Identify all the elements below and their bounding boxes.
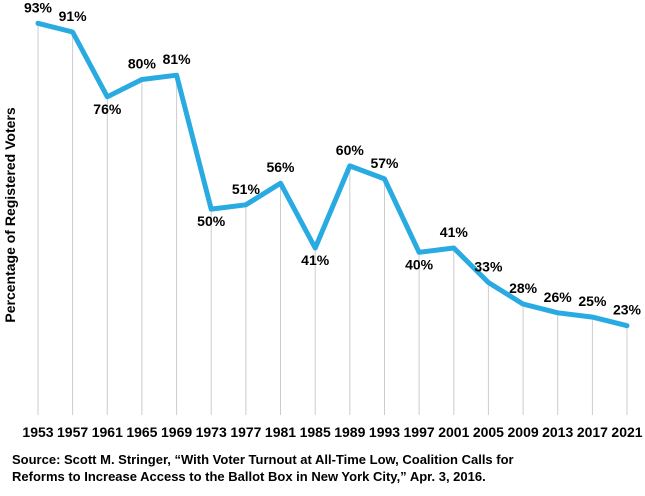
x-axis-tick-label: 1953 [22,424,53,440]
series-group [35,20,630,329]
source-citation-line1: Source: Scott M. Stringer, “With Voter T… [12,452,514,467]
data-point-label: 28% [509,280,538,296]
x-axis-tick-label: 2017 [577,424,608,440]
data-point-label: 41% [440,224,469,240]
data-point-label: 50% [197,213,226,229]
x-axis-tick-label: 1969 [161,424,192,440]
data-point-label: 56% [266,159,295,175]
data-point-label: 40% [405,256,434,272]
data-point-label: 81% [163,51,192,67]
x-axis-tick-label: 2013 [542,424,573,440]
data-point-label: 93% [24,0,53,15]
data-point-label: 33% [474,259,503,275]
source-citation-line2: Reforms to Increase Access to the Ballot… [12,469,486,484]
x-axis-labels-group: 1953 1957 1961 1965 1969 1973 1977 1981 1985 1989… [22,424,642,440]
data-point-label: 25% [578,293,607,309]
x-axis-tick-label: 1989 [334,424,365,440]
data-point-label: 80% [128,56,157,72]
x-axis-tick-label: 1977 [230,424,261,440]
x-axis-tick-label: 2009 [508,424,539,440]
x-axis-tick-label: 1973 [196,424,227,440]
x-axis-tick-label: 1981 [265,424,296,440]
data-point-label: 60% [336,142,365,158]
gridlines-group [37,25,628,415]
x-axis-tick-label: 1961 [92,424,123,440]
data-point-label: 23% [613,302,642,318]
source-citation: Source: Scott M. Stringer, “With Voter T… [12,451,632,485]
data-point-label: 26% [544,289,573,305]
data-point-label: 91% [59,8,88,24]
data-point-label: 51% [232,181,261,197]
point-labels-group: 93% 91% 76% 80% 81% 50% 51% 56% 41% 60% 57% 40% 41% 3… [24,0,642,318]
turnout-line [35,20,630,329]
x-axis-tick-label: 2005 [473,424,504,440]
data-point-label: 41% [301,252,330,268]
data-point-label: 76% [93,101,122,117]
x-axis-tick-label: 2001 [438,424,469,440]
turnout-line-chart: 93% 91% 76% 80% 81% 50% 51% 56% 41% 60% 57% 40% 41% 3… [2,0,643,440]
x-axis-tick-label: 1993 [369,424,400,440]
x-axis-tick-label: 1957 [57,424,88,440]
y-axis-label: Percentage of Registered Voters [2,107,18,322]
x-axis-tick-label: 2021 [611,424,642,440]
x-axis-tick-label: 1985 [300,424,331,440]
x-axis-tick-label: 1997 [404,424,435,440]
data-point-label: 57% [370,155,399,171]
x-axis-tick-label: 1965 [126,424,157,440]
